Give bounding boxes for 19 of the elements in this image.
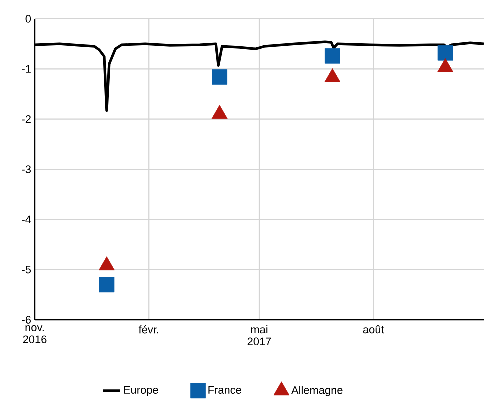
point: [212, 69, 228, 85]
point: [438, 45, 454, 61]
y-tick-label: -6: [22, 316, 31, 324]
x-tick-label: févr.: [138, 326, 158, 334]
y-tick-label: -2: [22, 116, 31, 124]
y-tick-label: -3: [22, 166, 31, 174]
y-tick-label: -4: [22, 216, 32, 224]
legend-label: Europe: [124, 386, 158, 396]
y-tick-label: 0: [26, 15, 32, 23]
point: [98, 256, 115, 271]
point: [212, 105, 228, 120]
x-tick-label: nov. 2016: [23, 326, 47, 344]
x-tick-label: août: [363, 326, 384, 334]
y-tick-label: -5: [22, 266, 32, 274]
x-tick-label: mai 2017: [248, 326, 272, 346]
point: [324, 48, 340, 64]
legend-label: Allemagne: [292, 386, 343, 396]
legend-label: France: [208, 386, 242, 394]
y-tick-label: -1: [22, 65, 31, 73]
